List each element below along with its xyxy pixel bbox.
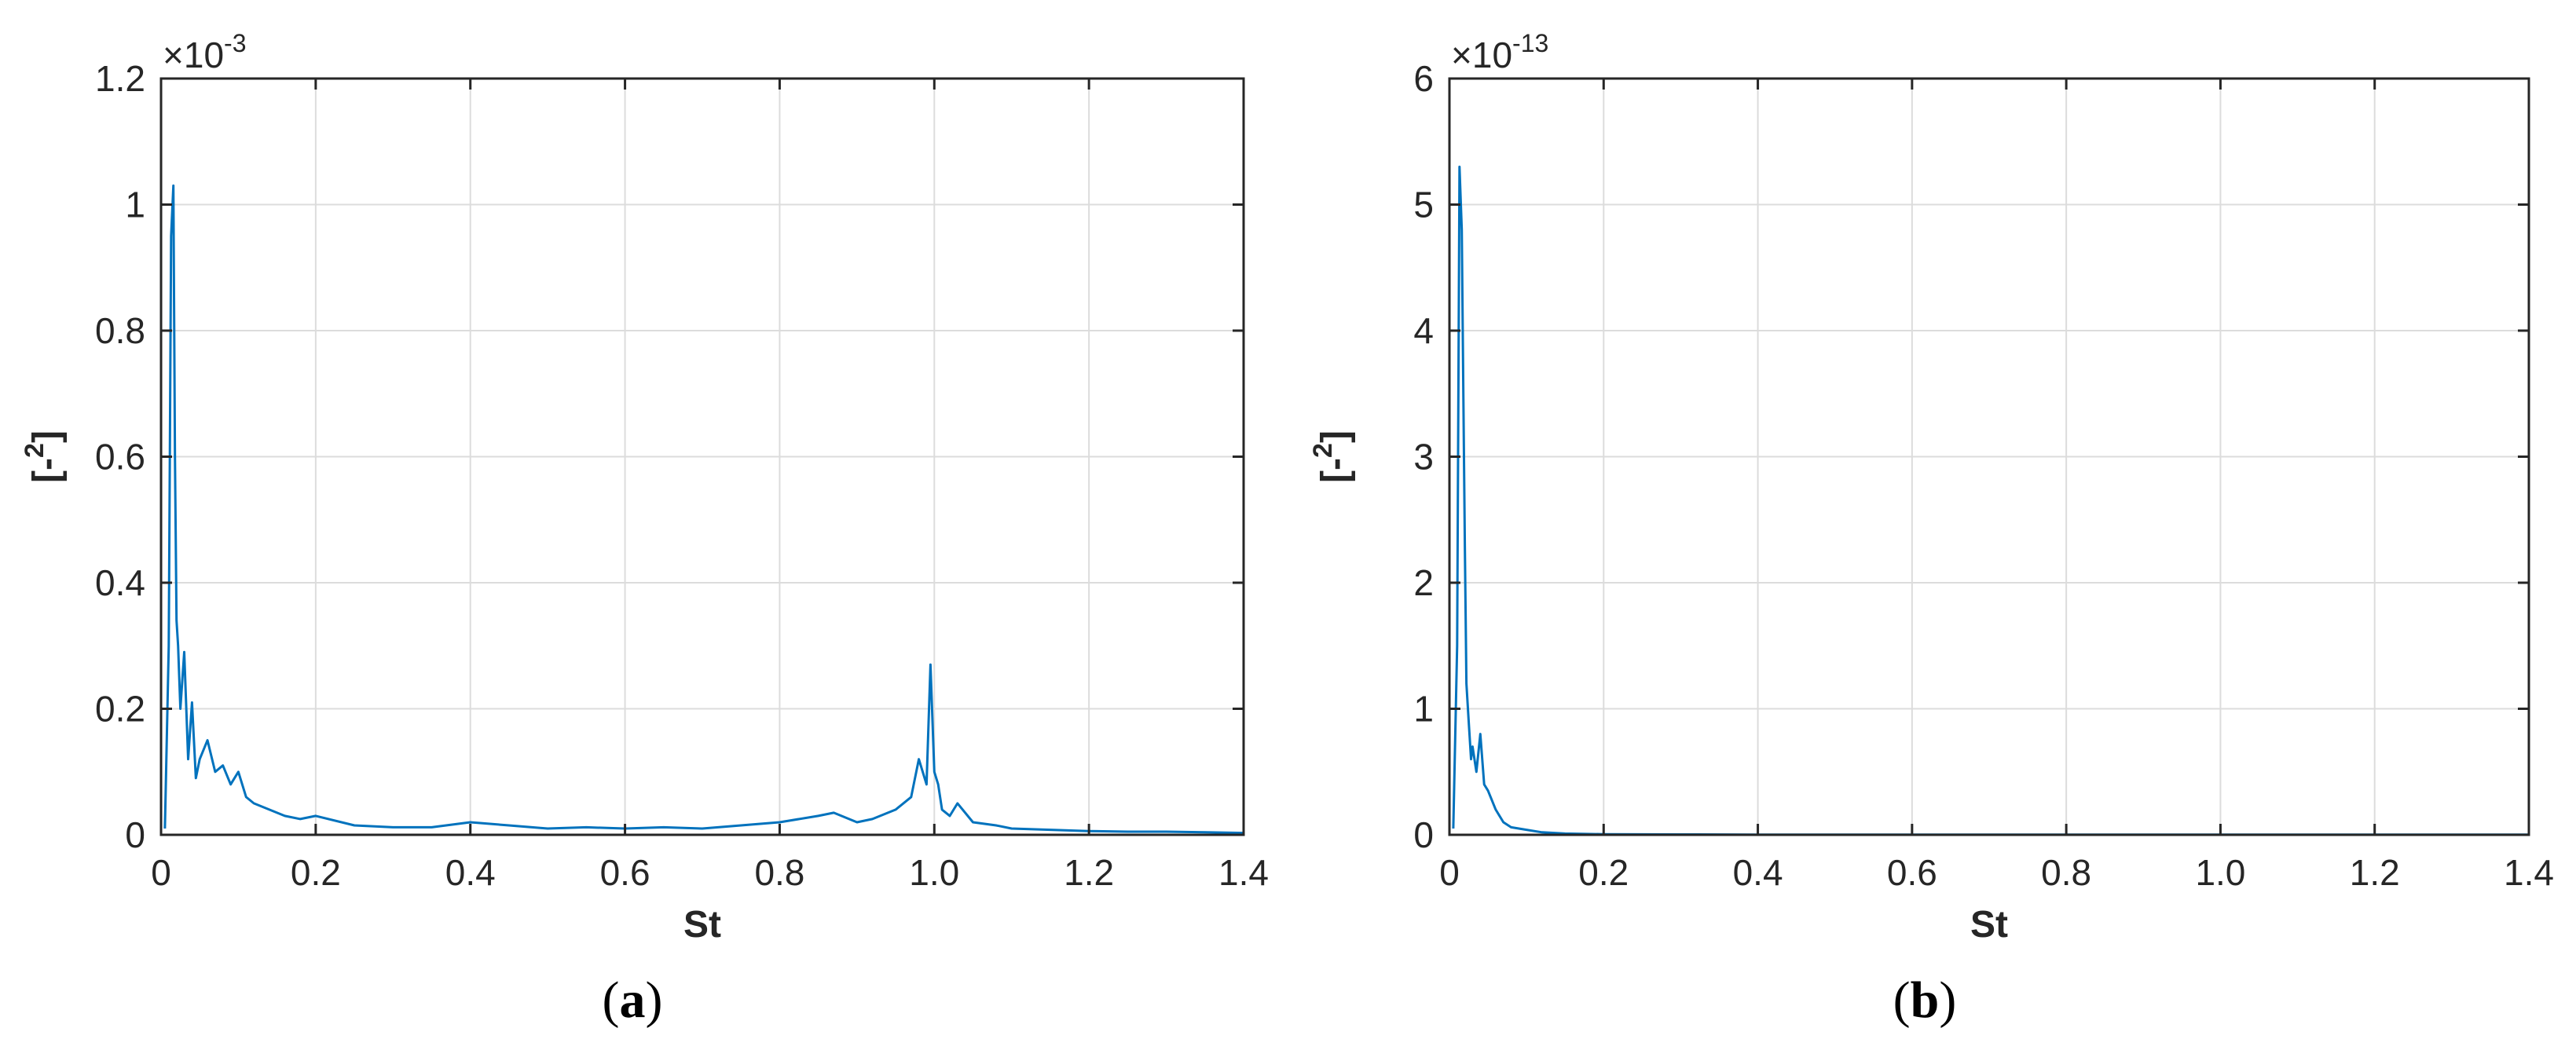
x-axis-label: St	[683, 904, 721, 946]
y-exponent-base: ×10	[1451, 35, 1512, 75]
x-tick-label: 0.2	[291, 852, 341, 893]
y-exponent-label: ×10-13	[1451, 29, 1548, 75]
y-tick-label: 0.6	[95, 437, 145, 477]
y-tick-label: 1	[1413, 689, 1434, 730]
y-axis-label: [-2]	[1308, 430, 1356, 483]
y-axis-label-sup: 2	[20, 443, 49, 458]
x-tick-label: 0	[1439, 852, 1460, 893]
y-tick-label: 3	[1413, 437, 1434, 477]
panel-label-open: (	[1893, 971, 1911, 1029]
y-tick-label: 0.8	[95, 310, 145, 351]
x-tick-label: 0.4	[1733, 852, 1783, 893]
y-exponent-power: -13	[1512, 29, 1548, 57]
x-tick-label: 0.8	[754, 852, 804, 893]
y-axis-label: [-2]	[20, 430, 68, 483]
y-tick-label: 1	[125, 185, 145, 225]
x-tick-label: 1.4	[1218, 852, 1269, 893]
panel-label-open: (	[603, 971, 620, 1029]
x-tick-label: 1.4	[2504, 852, 2554, 893]
y-exponent-label: ×10-3	[163, 29, 246, 75]
panel-label-letter: b	[1911, 971, 1940, 1029]
x-tick-label: 1.0	[2195, 852, 2245, 893]
y-axis-label-end: ]	[1314, 430, 1356, 443]
y-tick-label: 4	[1413, 310, 1434, 351]
chart-panel-a: 0 0.2 0.4 0.6 0.8 1.0 1.2 1.4 0 0.2 0.4 0.6 0.8 1 1.2 ×…	[20, 29, 1269, 1029]
y-tick-label: 2	[1413, 562, 1434, 603]
x-tick-label: 1.0	[909, 852, 959, 893]
y-tick-label: 0	[125, 814, 145, 855]
y-axis-label-sup: 2	[1308, 443, 1338, 458]
y-tick-label: 0.2	[95, 689, 145, 730]
x-axis-label: St	[1970, 904, 2008, 946]
y-exponent-base: ×10	[163, 35, 224, 75]
panel-label-letter: a	[620, 971, 646, 1029]
y-tick-label: 5	[1413, 185, 1434, 225]
y-tick-label: 1.2	[95, 58, 145, 99]
y-axis-label-end: ]	[26, 430, 68, 443]
y-exponent-power: -3	[224, 29, 246, 57]
x-tick-label: 0.8	[2041, 852, 2091, 893]
y-axis-label-main: [-	[26, 458, 68, 483]
panel-label: (b)	[1893, 971, 1957, 1029]
x-tick-label: 0.6	[600, 852, 650, 893]
y-tick-label: 0.4	[95, 562, 145, 603]
x-tick-label: 1.2	[1064, 852, 1114, 893]
x-tick-label: 0	[151, 852, 171, 893]
panel-label: (a)	[603, 971, 663, 1029]
x-tick-label: 0.4	[445, 852, 496, 893]
y-tick-label: 0	[1413, 814, 1434, 855]
y-axis-label-main: [-	[1314, 458, 1356, 483]
y-tick-label: 6	[1413, 58, 1434, 99]
panel-label-close: )	[1939, 971, 1956, 1029]
panel-label-close: )	[646, 971, 663, 1029]
series-line	[163, 184, 1244, 835]
chart-panel-b: 0 0.2 0.4 0.6 0.8 1.0 1.2 1.40123456×10-13St[-2…	[1308, 29, 2554, 1029]
x-tick-label: 0.6	[1887, 852, 1937, 893]
x-tick-label: 1.2	[2350, 852, 2400, 893]
x-tick-label: 0.2	[1578, 852, 1629, 893]
